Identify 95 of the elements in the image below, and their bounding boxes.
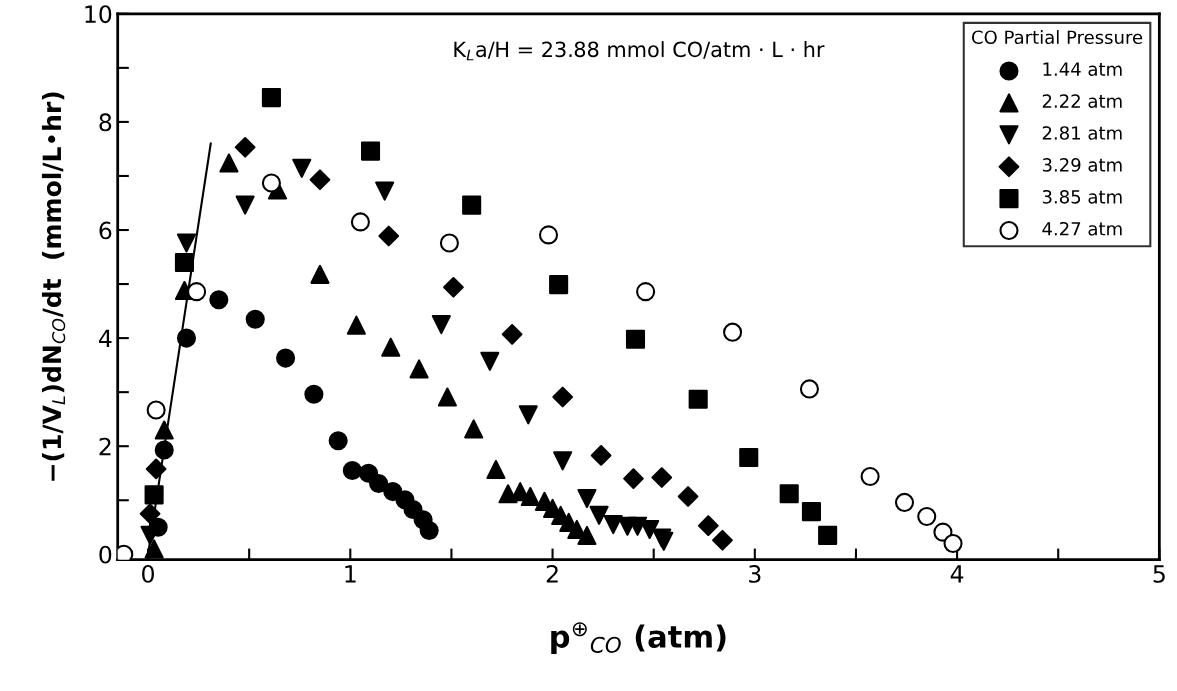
legend-label: 2.22 atm	[1042, 94, 1122, 108]
point	[625, 329, 646, 349]
x-tick-label: 4	[950, 565, 964, 583]
x-tick-label: 3	[749, 564, 761, 583]
point	[144, 485, 164, 505]
point	[577, 489, 597, 509]
point	[378, 225, 400, 247]
legend-title: CO Partial Pressure	[972, 30, 1143, 45]
legend-label: 4.27 atm	[1042, 221, 1122, 236]
y-tick-label: 0	[99, 545, 112, 564]
point	[739, 448, 759, 468]
point	[712, 529, 733, 551]
point	[799, 379, 819, 399]
point	[375, 181, 395, 201]
point	[209, 290, 229, 310]
point	[553, 451, 573, 471]
point	[176, 233, 197, 253]
legend-label: 3.29 atm	[1042, 158, 1122, 172]
x-tick-label: 2	[546, 564, 558, 583]
point	[346, 315, 366, 335]
point	[623, 468, 644, 489]
point	[520, 486, 540, 507]
point	[480, 351, 500, 371]
legend-label: 1.44 atm	[1043, 62, 1122, 76]
point	[443, 276, 464, 298]
point	[801, 502, 821, 522]
point	[146, 400, 166, 420]
point	[409, 359, 429, 379]
point	[139, 503, 161, 525]
annotation: K$_{L}$a/H = 23.88 mmol CO/atm · L · hr	[454, 41, 825, 61]
y-tick-label: 10	[85, 5, 112, 24]
point	[549, 275, 569, 295]
point	[462, 195, 482, 215]
point	[577, 525, 597, 545]
point	[818, 525, 838, 545]
point	[651, 467, 673, 488]
x-tick-label: 1	[345, 565, 356, 583]
x-axis-title: p$^{⊕}$$_{CO}$ (atm)	[551, 622, 726, 654]
legend-label: 3.85 atm	[1042, 189, 1122, 204]
point	[552, 386, 574, 408]
point	[538, 225, 559, 245]
y-tick-label: 8	[99, 113, 112, 132]
point	[501, 323, 523, 345]
point	[723, 322, 743, 342]
point	[437, 387, 457, 407]
point	[688, 389, 708, 409]
y-tick-label: 6	[99, 221, 112, 240]
point	[860, 466, 880, 487]
point	[779, 484, 799, 504]
point	[245, 309, 265, 329]
point	[518, 405, 538, 425]
point	[486, 459, 506, 479]
point	[176, 328, 197, 348]
point	[154, 420, 174, 440]
point	[603, 515, 623, 535]
point	[304, 384, 324, 404]
point	[342, 460, 362, 481]
point	[219, 153, 239, 173]
point	[636, 282, 656, 302]
point	[145, 458, 167, 480]
point	[235, 195, 255, 215]
y-tick-label: 4	[98, 329, 112, 348]
point	[697, 515, 719, 537]
x-tick-label: 5	[1153, 565, 1165, 583]
point	[144, 539, 164, 559]
point	[439, 233, 459, 253]
point	[590, 445, 612, 466]
y-tick-label: 2	[99, 437, 111, 456]
point	[328, 431, 348, 451]
point	[309, 169, 331, 191]
point	[419, 520, 439, 541]
point	[677, 486, 699, 507]
point	[234, 136, 256, 158]
point	[431, 315, 451, 335]
point	[187, 282, 207, 302]
point	[276, 348, 296, 368]
point	[292, 158, 312, 178]
point	[261, 88, 281, 108]
point	[154, 440, 174, 460]
point	[310, 264, 330, 284]
point	[943, 533, 963, 554]
y-axis-title: −(1/V$_{L}$)dN$_{CO}$/dt (mmol/L•hr)	[41, 92, 66, 481]
point	[369, 473, 389, 494]
point	[917, 506, 937, 527]
point	[261, 173, 281, 193]
point	[894, 492, 915, 512]
point	[350, 212, 370, 232]
x-tick-label: 0	[142, 564, 154, 583]
point	[464, 419, 484, 439]
point	[381, 337, 401, 357]
point	[174, 252, 194, 272]
point	[589, 505, 609, 525]
point	[360, 141, 381, 161]
point	[640, 519, 660, 539]
legend-label: 2.81 atm	[1042, 126, 1122, 140]
